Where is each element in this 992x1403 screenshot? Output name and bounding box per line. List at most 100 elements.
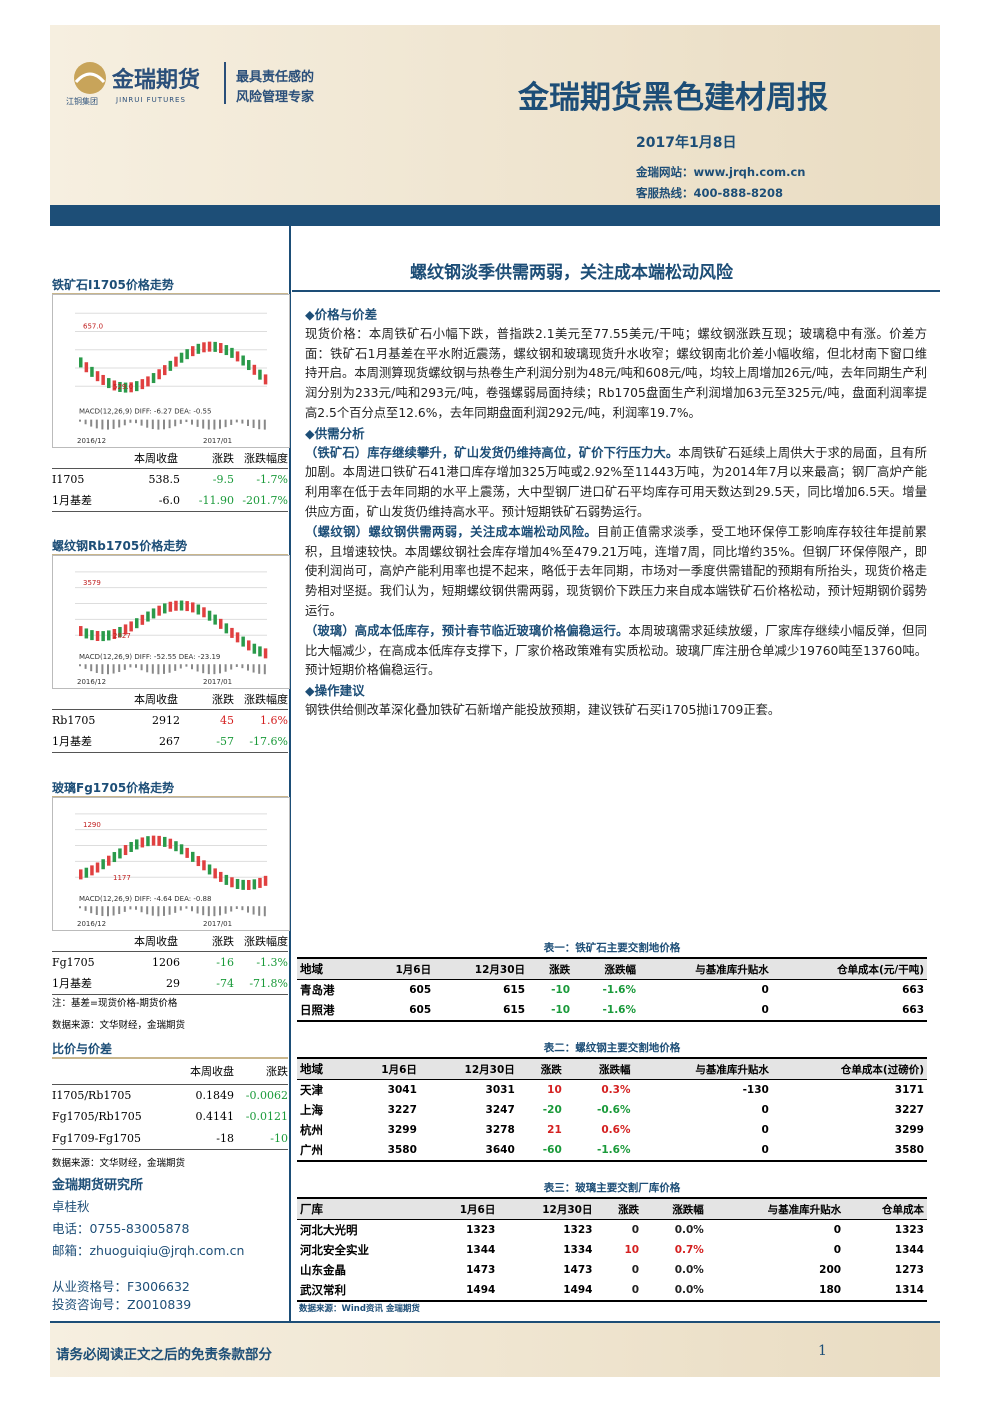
cell: 2912 bbox=[152, 714, 180, 727]
table-header: 本周收盘 bbox=[134, 935, 178, 948]
decor-candle bbox=[191, 602, 195, 613]
decor-macd bbox=[191, 664, 193, 670]
section-heading: ◆供需分析 bbox=[305, 425, 365, 441]
cell: 0 bbox=[631, 1264, 640, 1276]
decor-candle bbox=[129, 382, 133, 393]
cell: 180 bbox=[706, 1280, 845, 1302]
decor-macd bbox=[213, 664, 216, 675]
body-text: 本周玻璃需求延续放缓，厂家库存继续小幅反弹，但同比大幅减少，在高成本低库存支撑下… bbox=[305, 623, 927, 678]
table-caption: 表一：铁矿石主要交割地价格 bbox=[543, 942, 681, 954]
decor-macd bbox=[95, 419, 98, 429]
decor-macd bbox=[191, 906, 193, 912]
row: 青岛港 605 615 -10 -1.6% 0 663 bbox=[297, 980, 927, 1001]
note: 注：基差=现货价格-期货价格 bbox=[52, 998, 178, 1009]
table-caption: 表二：螺纹钢主要交割地价格 bbox=[543, 1042, 681, 1054]
contact: 金瑞期货研究所 bbox=[52, 1178, 144, 1193]
cell: -1.6% bbox=[602, 984, 637, 996]
sidebar-row: Fg1705/Rb1705 0.4141 -0.0121 bbox=[52, 1106, 288, 1127]
decor-candle bbox=[224, 345, 229, 356]
decor-macd bbox=[101, 664, 104, 675]
decor-candle bbox=[140, 837, 145, 848]
body-text: 目前正值需求淡季，受工地环保停工影响库存较往年提前累积，且增速较快。本周螺纹钢社… bbox=[305, 524, 927, 618]
decor-candle bbox=[207, 341, 212, 352]
logo-group: 江铜集团 bbox=[66, 97, 98, 106]
cell: 0.1849 bbox=[195, 1089, 235, 1102]
decor-candle bbox=[174, 600, 178, 611]
main-text: ◆价格与价差现货价格：本周铁矿石小幅下跌，普指跌2.1美元至77.55美元/干吨… bbox=[305, 305, 927, 721]
cell: 605 bbox=[409, 984, 432, 996]
cell: 3580 bbox=[771, 1140, 927, 1162]
decor-macd bbox=[263, 906, 266, 917]
price-chart: 1290 1177 MACD(12,26,9) DIFF: -4.64 DEA: -… bbox=[52, 797, 290, 931]
logo-mark bbox=[74, 62, 106, 94]
decor-macd bbox=[241, 906, 244, 911]
decor-macd bbox=[241, 664, 244, 669]
decor-candle bbox=[140, 614, 145, 625]
table-header: 本周收盘 bbox=[134, 693, 178, 706]
section-heading: ◆价格与价差 bbox=[305, 307, 378, 322]
decor-macd bbox=[174, 664, 177, 671]
chart-label: 2827 bbox=[113, 632, 131, 640]
decor-candle bbox=[163, 836, 167, 847]
chart-label: 1177 bbox=[113, 874, 131, 882]
decor-candle bbox=[118, 626, 122, 637]
body-text: 现货价格：本周铁矿石小幅下跌，普指跌2.1美元至77.55美元/干吨；螺纹钢涨跌… bbox=[305, 326, 927, 420]
lead-text: （螺纹钢）螺纹钢供需两弱，关注成本端松动风险。 bbox=[305, 524, 598, 539]
cell: 山东金晶 bbox=[300, 1263, 346, 1277]
cell: Fg1705/Rb1705 bbox=[52, 1110, 142, 1123]
cell: 3580 bbox=[347, 1140, 420, 1162]
decor-macd bbox=[129, 419, 132, 423]
price-chart: 657.0 529.0 MACD(12,26,9) DIFF: -6.27 DEA:… bbox=[52, 294, 290, 448]
cell: 1334 bbox=[563, 1244, 593, 1256]
decor-candle bbox=[224, 623, 229, 634]
decor-candle bbox=[247, 360, 251, 371]
decor-candle bbox=[179, 600, 184, 611]
headline: 螺纹钢淡季供需两弱，关注成本端松动风险 bbox=[410, 263, 733, 283]
decor-macd bbox=[140, 664, 143, 671]
row: 天津 3041 3031 10 0.3% -130 3171 bbox=[297, 1080, 927, 1101]
header-cell: 仓单成本 bbox=[844, 1197, 927, 1220]
decor-candle bbox=[146, 836, 150, 847]
cell: I1705 bbox=[52, 473, 85, 486]
decor-candle bbox=[90, 630, 94, 641]
decor-macd bbox=[235, 419, 238, 423]
decor-candle bbox=[118, 848, 122, 859]
footer-band bbox=[50, 1321, 940, 1377]
decor-candle bbox=[202, 860, 206, 871]
decor-macd bbox=[140, 906, 143, 913]
cell: 0 bbox=[833, 1224, 842, 1236]
sidebar-row: 1月基差 267 -57 -17.6% bbox=[52, 731, 288, 753]
decor-macd bbox=[163, 664, 165, 674]
decor-candle bbox=[213, 614, 217, 625]
decor-candle bbox=[79, 869, 83, 880]
decor-candle bbox=[95, 862, 100, 873]
decor-macd bbox=[252, 664, 255, 673]
header-cell: 仓单成本(元/干吨) bbox=[771, 957, 927, 980]
decor-candle bbox=[263, 374, 268, 385]
cell: 杭州 bbox=[300, 1123, 323, 1137]
page-number: 1 bbox=[818, 1343, 827, 1359]
cell: -1.3% bbox=[256, 956, 288, 969]
cell: -0.0121 bbox=[245, 1110, 288, 1123]
sidebar-row: I1705 538.5 -9.5 -1.7% bbox=[52, 468, 288, 490]
decor-candle bbox=[219, 343, 223, 354]
decor-candle bbox=[157, 605, 161, 616]
cell: 0.0% bbox=[674, 1224, 704, 1236]
header-cell: 12月30日 bbox=[498, 1197, 596, 1220]
decor-macd bbox=[123, 664, 126, 670]
cell: -201.7% bbox=[242, 494, 288, 507]
decor-macd bbox=[230, 906, 233, 912]
decor-candle bbox=[174, 356, 178, 367]
cell: 0.3% bbox=[601, 1084, 631, 1096]
chart-label: MACD(12,26,9) DIFF: -52.55 DEA: -23.19 bbox=[79, 653, 220, 661]
decor-candle bbox=[151, 608, 156, 619]
decor-macd bbox=[207, 664, 210, 675]
decor-macd bbox=[79, 906, 81, 909]
decor-macd bbox=[179, 419, 182, 424]
decor-macd bbox=[135, 419, 137, 424]
cell: 河北大光明 bbox=[300, 1223, 358, 1237]
decor-candle bbox=[168, 360, 173, 371]
decor-candle bbox=[247, 640, 251, 651]
cell: Fg1705 bbox=[52, 956, 95, 969]
paragraph: （螺纹钢）螺纹钢供需两弱，关注成本端松动风险。目前正值需求淡季，受工地环保停工影… bbox=[305, 523, 927, 622]
